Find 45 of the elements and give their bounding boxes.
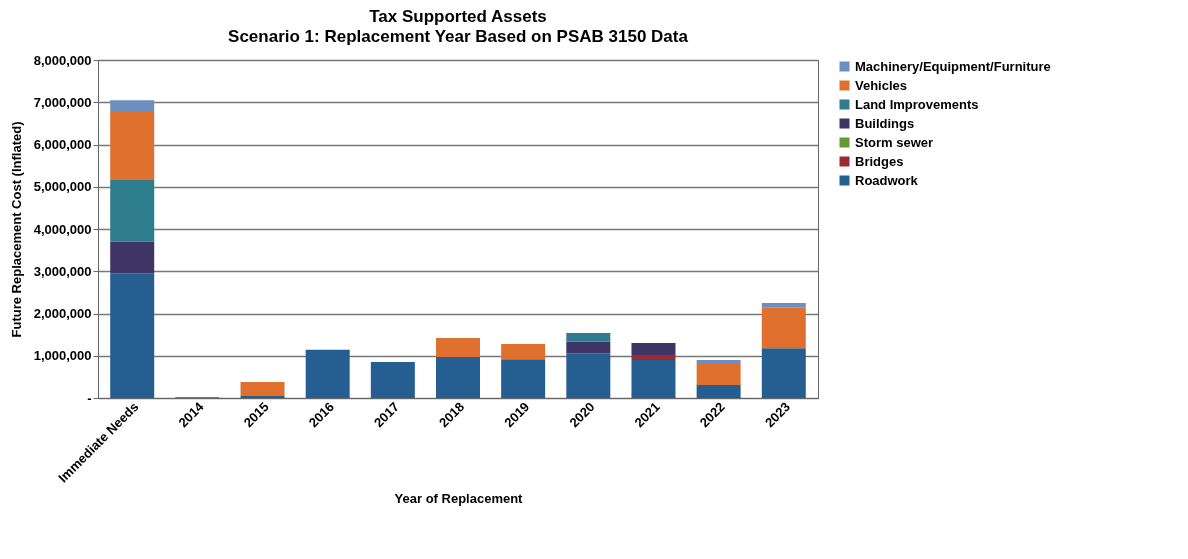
bar [110, 179, 155, 242]
bar [696, 384, 741, 398]
bar [566, 332, 611, 342]
y-tick-label: 7,000,000 [33, 94, 92, 110]
bar [696, 359, 741, 363]
chart-title: Tax Supported Assets [369, 7, 547, 26]
bar [501, 359, 546, 398]
y-axis-title: Future Replacement Cost (Inflated) [8, 121, 24, 338]
bar [631, 343, 676, 355]
bar [761, 302, 806, 308]
bar [566, 341, 611, 354]
bar [566, 353, 611, 398]
legend-label: Vehicles [855, 77, 908, 93]
legend-label: Storm sewer [855, 134, 934, 150]
legend-label: Buildings [855, 115, 915, 131]
y-tick-label: 5,000,000 [33, 179, 92, 195]
legend-label: Machinery/Equipment/Furniture [855, 58, 1051, 74]
bar [110, 111, 155, 180]
bar [240, 395, 285, 398]
y-tick-label: 6,000,000 [33, 137, 92, 152]
bar [501, 343, 546, 360]
x-axis-title: Year of Replacement [394, 491, 524, 507]
bar [370, 362, 415, 398]
y-tick-label: 8,000,000 [33, 52, 92, 68]
y-tick-label: 2,000,000 [33, 306, 92, 321]
bar [436, 357, 480, 398]
bar [110, 241, 155, 274]
bar [240, 381, 285, 396]
bar [110, 273, 155, 398]
bar [110, 100, 155, 112]
bar [631, 354, 676, 360]
chart-subtitle: Scenario 1: Replacement Year Based on PSAB 3150 Data [228, 27, 689, 46]
y-tick-label: 4,000,000 [33, 221, 92, 237]
legend-label: Bridges [855, 153, 904, 169]
bar [761, 307, 806, 349]
y-tick-label: - [87, 390, 92, 406]
bar [305, 349, 350, 398]
legend-label: Roadwork [855, 172, 919, 188]
legend-label: Land Improvements [855, 96, 979, 112]
bar [696, 362, 741, 385]
y-tick-label: 3,000,000 [33, 263, 92, 279]
bar [761, 348, 806, 398]
y-tick-label: 1,000,000 [33, 348, 92, 364]
bar [436, 338, 480, 358]
bar [631, 359, 676, 398]
